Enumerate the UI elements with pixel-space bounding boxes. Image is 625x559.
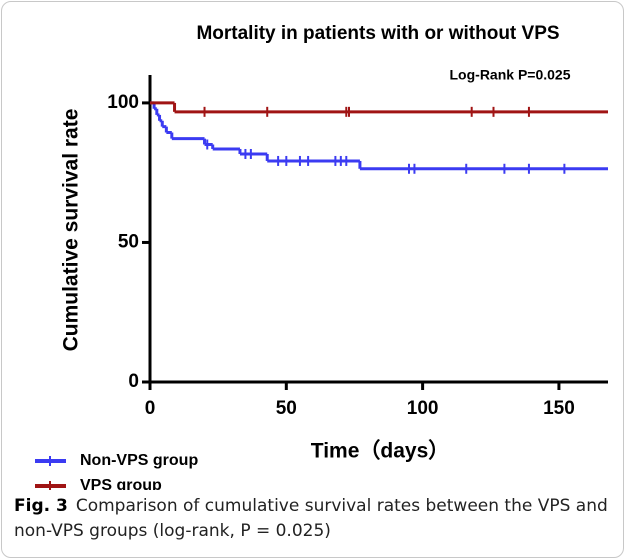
- x-tick-label: 150: [543, 398, 575, 419]
- chart: Mortality in patients with or without VP…: [35, 23, 608, 490]
- y-axis-label: Cumulative survival rate: [60, 109, 83, 352]
- annotation: Log-Rank P=0.025: [450, 67, 571, 83]
- legend-label: Non-VPS group: [80, 452, 198, 469]
- x-tick-label: 50: [276, 398, 297, 419]
- x-axis-label: Time（days）: [311, 439, 450, 463]
- y-tick-label: 50: [118, 231, 139, 252]
- x-tick-label: 100: [407, 398, 439, 419]
- caption-label: Fig. 3: [14, 496, 68, 516]
- y-tick-label: 0: [128, 371, 139, 392]
- caption-text: Comparison of cumulative survival rates …: [14, 496, 608, 541]
- x-tick-label: 0: [145, 398, 156, 419]
- caption: Fig. 3 Comparison of cumulative survival …: [14, 494, 614, 544]
- legend-label: VPS group: [80, 477, 162, 490]
- y-tick-label: 100: [107, 92, 139, 113]
- chart-title: Mortality in patients with or without VP…: [196, 23, 559, 44]
